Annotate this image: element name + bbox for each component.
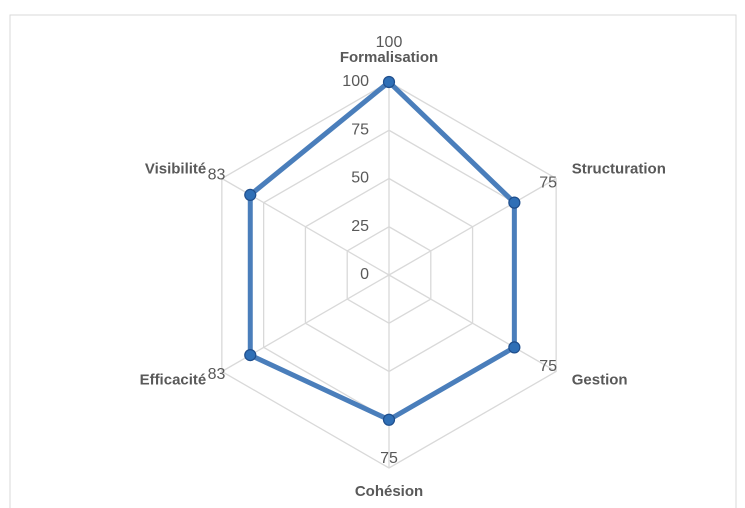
point <box>382 413 396 426</box>
data-label: 75 <box>380 450 398 467</box>
category-label: Formalisation <box>340 49 438 66</box>
category-label: Visibilité <box>145 160 206 177</box>
category-label: Efficacité <box>140 371 207 388</box>
spoke <box>388 177 557 276</box>
data-label: 83 <box>208 366 226 383</box>
point <box>508 341 521 354</box>
data-label: 75 <box>539 174 557 191</box>
data-label: 83 <box>208 167 226 184</box>
category-label: Structuration <box>572 160 666 177</box>
point <box>244 188 257 202</box>
tick-label: 100 <box>342 73 369 90</box>
point <box>382 75 396 89</box>
tick-label: 0 <box>360 266 369 283</box>
data-label: 100 <box>376 34 403 51</box>
point <box>244 348 257 362</box>
tick-label: 75 <box>351 121 369 138</box>
data-label: 75 <box>539 358 557 375</box>
chart-frame <box>9 14 737 508</box>
category-label: Gestion <box>572 371 628 388</box>
spoke <box>388 274 557 373</box>
category-label: Cohésion <box>355 483 423 500</box>
tick-label: 50 <box>351 170 369 187</box>
point <box>508 196 521 209</box>
tick-label: 25 <box>351 218 369 235</box>
